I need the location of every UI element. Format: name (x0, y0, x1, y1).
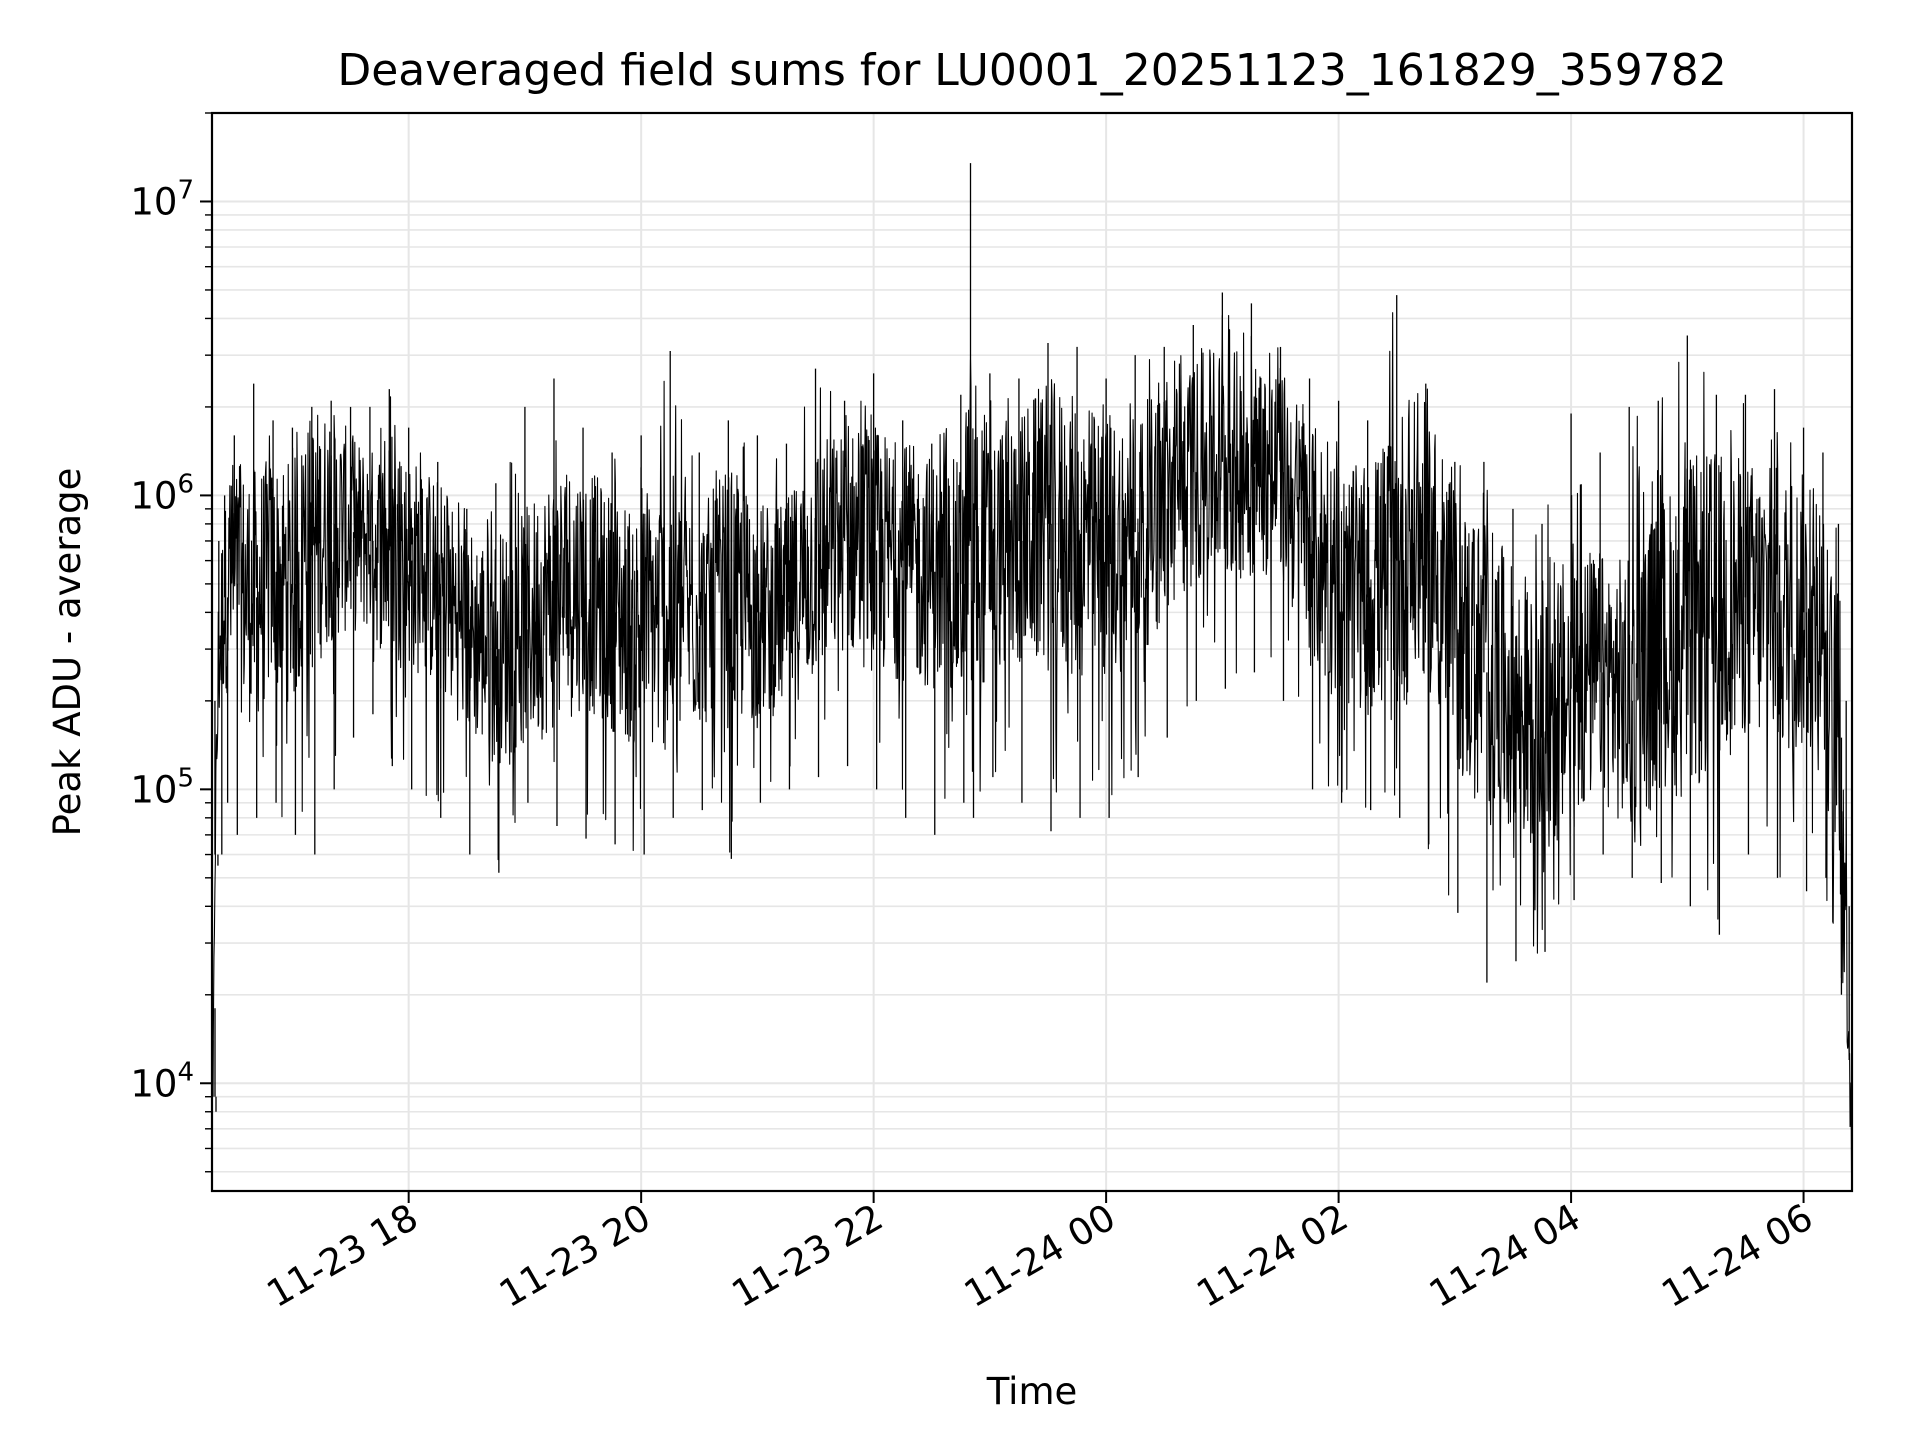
y-tick-label: 107 (130, 175, 194, 223)
y-tick-label: 105 (130, 763, 194, 811)
data-series (211, 163, 1853, 1172)
y-axis-label: Peak ADU - average (46, 468, 89, 837)
series-line (211, 312, 1853, 1172)
y-tick-label: 106 (130, 469, 194, 517)
chart-title: Deaveraged field sums for LU0001_2025112… (337, 45, 1726, 96)
y-tick-label: 104 (130, 1057, 194, 1105)
y-axis-ticks: 104 105 106 107 (130, 112, 212, 1173)
x-axis-label: Time (986, 1370, 1078, 1413)
plot-frame (210, 111, 1854, 1193)
